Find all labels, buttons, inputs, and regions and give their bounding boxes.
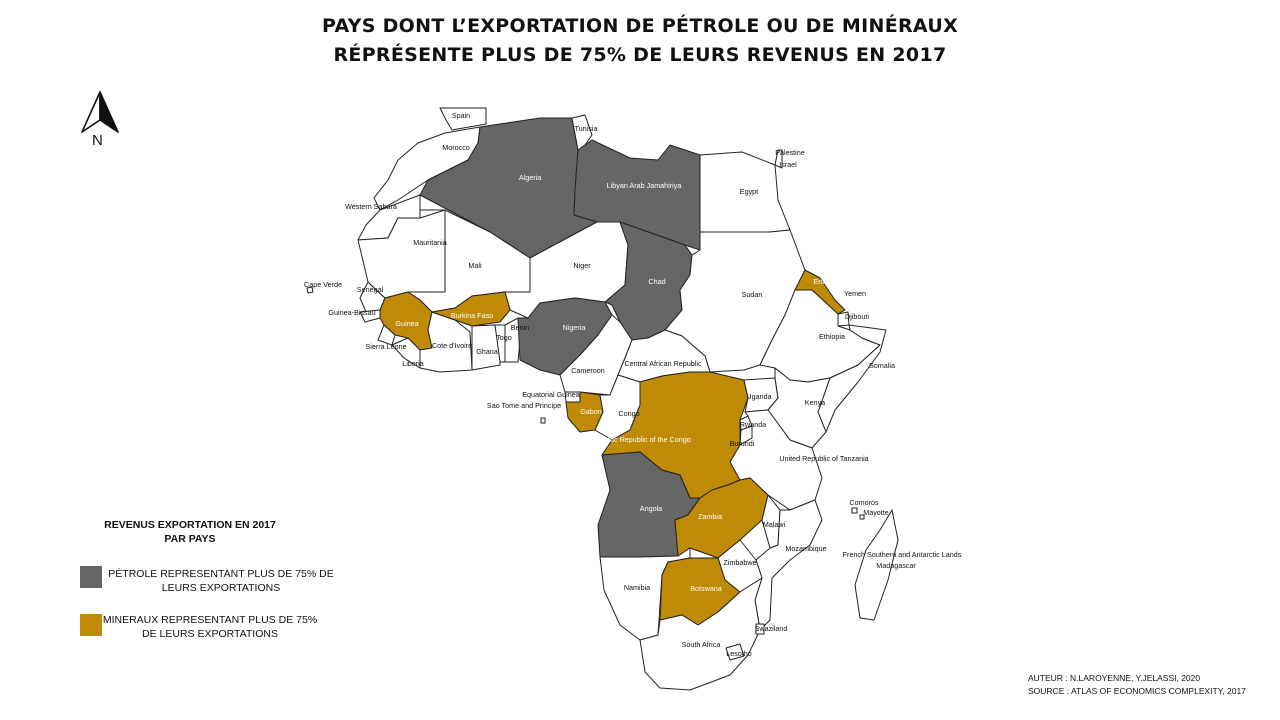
country-kenya[interactable]	[767, 367, 831, 449]
label-egypt: Egypt	[740, 187, 758, 196]
label-swaziland: Swaziland	[755, 624, 788, 633]
country-south-africa[interactable]	[639, 577, 763, 691]
country-cote-divoire[interactable]	[419, 311, 473, 373]
label-madagascar: Madagascar	[876, 561, 916, 570]
label-chad: Chad	[648, 277, 665, 286]
label-mozambique: Mozambique	[785, 544, 826, 553]
label-zimbabwe: Zimbabwe	[723, 558, 756, 567]
label-burundi: Burundi	[730, 439, 755, 448]
label-liberia: Liberia	[402, 359, 424, 368]
label-eritrea: Eritrea	[813, 277, 834, 286]
label-lesotho: Lesotho	[726, 649, 752, 658]
label-mayotte: Mayotte	[863, 508, 889, 517]
label-botswana: Botswana	[690, 584, 722, 593]
label-comoros: Comoros	[849, 498, 879, 507]
label-togo: Togo	[496, 333, 512, 342]
label-angola: Angola	[640, 504, 662, 513]
label-algeria: Algeria	[519, 173, 541, 182]
country-spain[interactable]	[439, 107, 487, 131]
country-benin[interactable]	[504, 317, 521, 363]
credits-source: SOURCE : ATLAS OF ECONOMICS COMPLEXITY, …	[1028, 686, 1246, 696]
legend-title: REVENUS EXPORTATION EN 2017 PAR PAYS	[90, 518, 290, 546]
label-sudan: Sudan	[742, 290, 763, 299]
map-title-line1: PAYS DONT L’EXPORTATION DE PÉTROLE OU DE…	[321, 15, 959, 37]
country-mayotte[interactable]	[859, 514, 865, 520]
country-madagascar[interactable]	[854, 509, 899, 621]
country-comoros[interactable]	[851, 507, 858, 514]
label-burkina-faso: Burkina Faso	[451, 311, 493, 320]
label-libya: Libyan Arab Jamahiriya	[607, 181, 682, 190]
legend-label-mineraux: MINERAUX REPRESENTANT PLUS DE 75% DE LEU…	[94, 613, 326, 641]
label-equatorial-guinea: Equatorial Guinea	[522, 390, 580, 399]
label-gabon: Gabon	[580, 407, 602, 416]
label-spain: Spain	[452, 111, 470, 120]
label-benin: Benin	[511, 323, 529, 332]
legend-swatch-mineraux	[80, 614, 102, 636]
label-uganda: Uganda	[746, 392, 771, 401]
legend-label-petrole-line1: PÉTROLE REPRESENTANT PLUS DE 75% DE	[108, 568, 334, 580]
country-israel[interactable]	[774, 149, 783, 169]
label-palestine: Palestine	[775, 148, 805, 157]
country-sudan[interactable]	[664, 229, 806, 373]
country-cape-verde[interactable]	[306, 286, 314, 294]
label-ghana: Ghana	[476, 347, 498, 356]
country-lesotho[interactable]	[725, 643, 745, 661]
map-title: PAYS DONT L’EXPORTATION DE PÉTROLE OU DE…	[0, 12, 1280, 70]
label-somalia: Somalia	[869, 361, 895, 370]
label-mauritania: Mauritania	[413, 238, 447, 247]
label-nigeria: Nigeria	[563, 323, 586, 332]
label-malawi: Malawi	[763, 520, 786, 529]
label-cameroon: Cameroon	[571, 366, 605, 375]
legend-title-line1: REVENUS EXPORTATION EN 2017	[104, 519, 276, 531]
label-sao-tome: Sao Tome and Principe	[487, 401, 561, 410]
country-labels: Spain Morocco Western Sahara Algeria Tunisia…	[304, 111, 962, 658]
label-guinea: Guinea	[395, 319, 418, 328]
credits: AUTEUR : N.LAROYENNE, Y.JELASSI, 2020 SO…	[1028, 672, 1246, 698]
label-yemen: Yemen	[844, 289, 866, 298]
label-ethiopia: Ethiopia	[819, 332, 845, 341]
label-kenya: Kenya	[805, 398, 825, 407]
label-car: Central African Republic	[624, 359, 702, 368]
label-tunisia: Tunisia	[575, 124, 598, 133]
label-rwanda: Rwanda	[740, 420, 766, 429]
legend-label-mineraux-line1: MINERAUX REPRESENTANT PLUS DE 75%	[102, 614, 318, 626]
label-cape-verde: Cape Verde	[304, 280, 342, 289]
label-cote-divoire: Cote d'Ivoire	[432, 341, 472, 350]
label-guinea-bissau: Guinea-Bissau	[328, 308, 375, 317]
north-arrow-label: N	[92, 132, 103, 149]
legend-title-line2: PAR PAYS	[164, 533, 216, 545]
north-arrow-icon	[81, 91, 119, 133]
label-french-southern: French Southern and Antarctic Lands	[843, 550, 962, 559]
legend-label-petrole: PÉTROLE REPRESENTANT PLUS DE 75% DE LEUR…	[105, 567, 337, 595]
label-niger: Niger	[573, 261, 591, 270]
label-morocco: Morocco	[442, 143, 470, 152]
country-swaziland[interactable]	[755, 623, 765, 635]
label-congo: Congo	[618, 409, 639, 418]
country-zambia[interactable]	[674, 477, 769, 559]
label-djibouti: Djibouti	[845, 312, 869, 321]
map-title-line2: RÉPRÉSENTE PLUS DE 75% DE LEURS REVENUS …	[333, 44, 947, 66]
label-mali: Mali	[468, 261, 482, 270]
label-israel: Israel	[779, 160, 797, 169]
legend-swatch-petrole	[80, 566, 102, 588]
country-sao-tome[interactable]	[540, 417, 546, 424]
label-western-sahara: Western Sahara	[345, 202, 397, 211]
legend-label-mineraux-line2: DE LEURS EXPORTATIONS	[142, 628, 278, 640]
credits-author: AUTEUR : N.LAROYENNE, Y.JELASSI, 2020	[1028, 673, 1201, 683]
legend-label-petrole-line2: LEURS EXPORTATIONS	[161, 582, 281, 594]
label-drc: Democratic Republic of the Congo	[581, 435, 690, 444]
label-namibia: Namibia	[624, 583, 650, 592]
label-south-africa: South Africa	[682, 640, 721, 649]
country-tunisia[interactable]	[571, 114, 593, 151]
country-burkina-faso[interactable]	[431, 291, 511, 327]
label-zambia: Zambia	[698, 512, 722, 521]
label-senegal: Senegal	[357, 285, 384, 294]
label-tanzania: United Republic of Tanzania	[779, 454, 868, 463]
label-sierra-leone: Sierra Leone	[365, 342, 406, 351]
